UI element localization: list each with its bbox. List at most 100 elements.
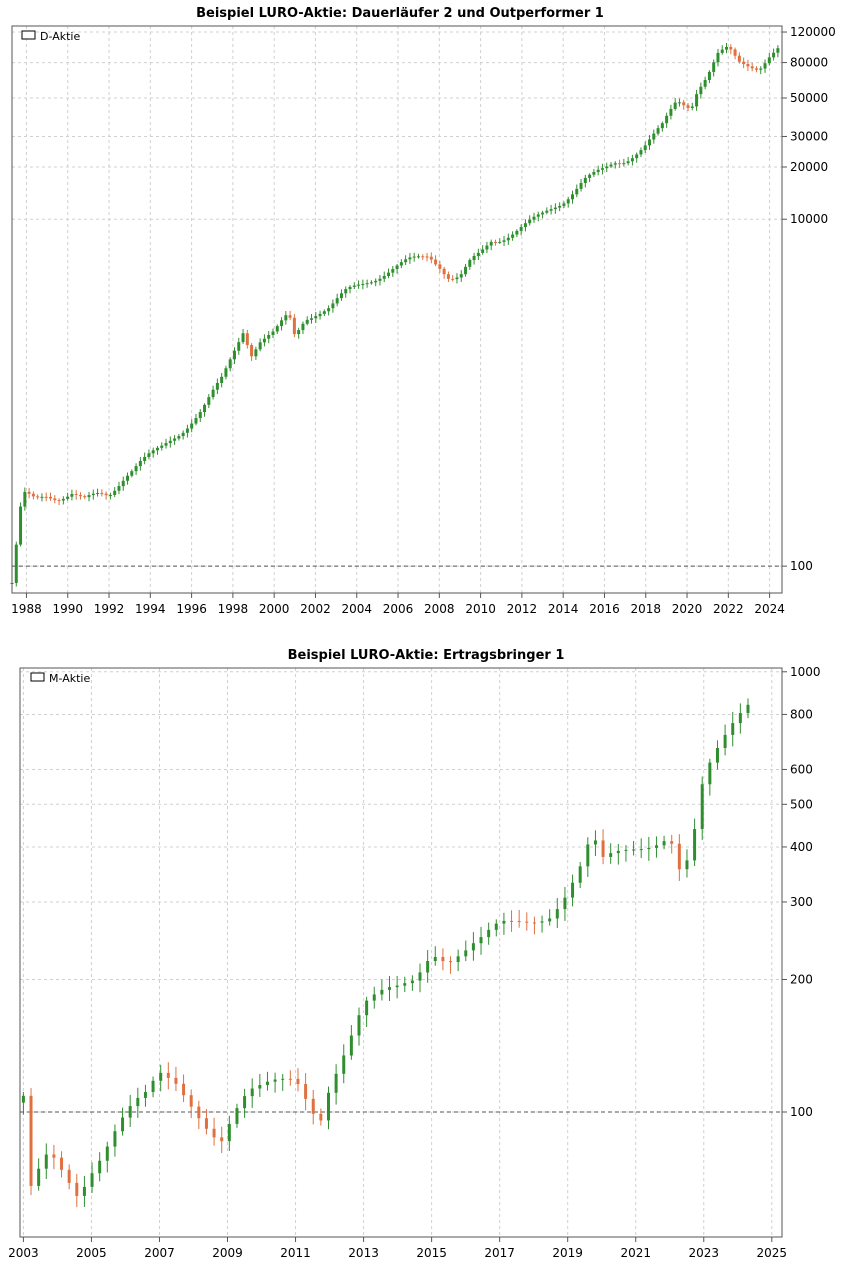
candle-body (327, 308, 331, 312)
x-tick-label: 2022 (713, 602, 744, 616)
candle-body (669, 108, 673, 116)
candle-body (151, 450, 155, 454)
x-tick-label: 2009 (212, 1246, 243, 1260)
candle-body (288, 315, 292, 318)
candle-body (723, 734, 727, 749)
x-tick-label: 2019 (552, 1246, 583, 1260)
candle-body (181, 432, 185, 437)
x-tick-label: 2024 (754, 602, 785, 616)
x-tick-label: 2014 (548, 602, 579, 616)
candle-body (737, 55, 741, 62)
candle-body (113, 490, 117, 495)
candle-body (468, 260, 472, 267)
x-tick-label: 2017 (484, 1246, 515, 1260)
candle-body (578, 866, 582, 883)
candle-body (632, 849, 636, 851)
candle-body (662, 841, 666, 846)
candle-body (198, 412, 202, 419)
candle-body (459, 274, 463, 278)
x-axis: 1988 1990 1992 1994 1996 1998 2000 2002 2004 2006… (11, 593, 785, 616)
candle-body (494, 923, 498, 930)
candle-body (98, 1160, 102, 1174)
candle-body (750, 66, 754, 69)
chart-title: Beispiel LURO-Aktie: Ertragsbringer 1 (288, 648, 565, 663)
candle-body (357, 1015, 361, 1036)
candle-body (451, 278, 455, 280)
candle-body (288, 1078, 292, 1080)
candle-body (506, 237, 510, 241)
candle-body (241, 333, 245, 343)
candle-body (481, 249, 485, 253)
x-tick-label: 1996 (176, 602, 207, 616)
x-tick-label: 2010 (465, 602, 496, 616)
candle-body (305, 319, 309, 324)
candle-body (87, 495, 91, 498)
candle-body (673, 102, 677, 109)
candle-body (570, 194, 574, 200)
candle-body (258, 342, 262, 350)
candle-body (245, 333, 249, 346)
candle-body (155, 447, 159, 451)
candle-body (173, 438, 177, 441)
candle-body (365, 283, 369, 285)
candle-body (182, 1083, 186, 1096)
candle-body (622, 163, 626, 165)
candle-body (412, 256, 416, 258)
legend: D-Aktie (21, 30, 80, 43)
candle-body (738, 713, 742, 724)
candle-body (654, 845, 658, 848)
candle-body (52, 1154, 56, 1158)
candle-body (686, 105, 690, 108)
candle-body (616, 850, 620, 854)
candle-body (143, 1092, 147, 1098)
candle-body (204, 1118, 208, 1129)
candle-body (418, 972, 422, 981)
candle-body (593, 840, 597, 845)
candle-body (211, 389, 215, 398)
x-tick-label: 1990 (52, 602, 83, 616)
y-tick-label: 300 (790, 895, 813, 909)
candle-body (731, 723, 735, 735)
candle-body (19, 506, 23, 545)
y-tick-label: 500 (790, 797, 813, 811)
chart-title: Beispiel LURO-Aktie: Dauerläufer 2 und O… (196, 6, 604, 21)
candle-body (74, 494, 78, 496)
candle-body (53, 498, 57, 501)
x-tick-label: 2003 (8, 1246, 39, 1260)
candle-body (729, 46, 733, 50)
candle-body (434, 259, 438, 265)
x-tick-label: 2000 (259, 602, 290, 616)
candle-body (143, 456, 147, 461)
candle-body (49, 496, 53, 499)
candle-body (319, 1113, 323, 1121)
candle-body (536, 214, 540, 217)
candle-body (90, 1173, 94, 1187)
candle-body (382, 275, 386, 279)
x-tick-label: 2008 (424, 602, 455, 616)
x-tick-label: 2007 (144, 1246, 175, 1260)
candle-body (510, 920, 514, 922)
candle-body (104, 493, 108, 496)
candle-body (746, 64, 750, 67)
candle-body (297, 330, 301, 335)
y-axis: 100 10000 20000 30000 50000 80000 120000 (782, 25, 836, 573)
candle-body (31, 493, 35, 497)
candle-body (105, 1146, 109, 1161)
candle-body (224, 368, 228, 377)
candle-body (318, 313, 322, 317)
grid (12, 26, 782, 593)
candle-body (498, 241, 502, 243)
candle-body (665, 115, 669, 124)
candle-body (767, 57, 771, 64)
legend-swatch (30, 672, 45, 682)
candle-body (212, 1128, 216, 1138)
candle-body (374, 280, 378, 283)
x-tick-label: 2005 (76, 1246, 107, 1260)
candle-body (596, 169, 600, 172)
candle-body (700, 784, 704, 830)
candle-body (189, 1095, 193, 1107)
x-tick-label: 2012 (507, 602, 538, 616)
candle-body (296, 1078, 300, 1085)
candle-body (605, 166, 609, 169)
